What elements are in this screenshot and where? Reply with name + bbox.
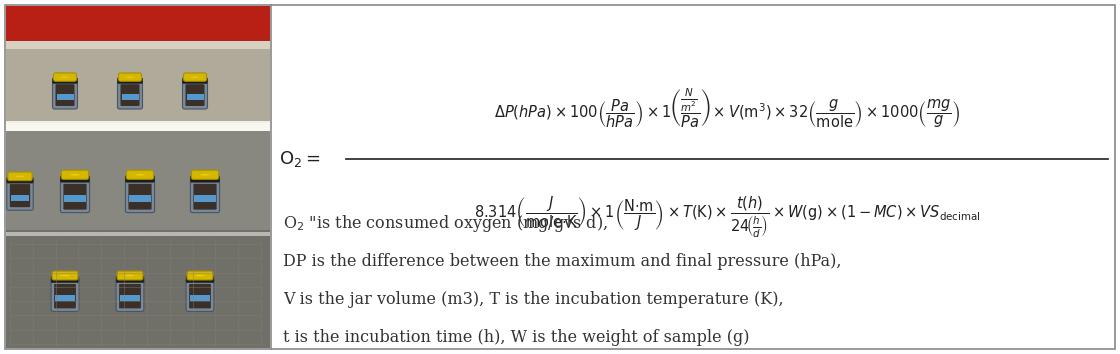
FancyBboxPatch shape [186, 84, 205, 106]
Bar [6, 232, 270, 236]
FancyBboxPatch shape [183, 80, 207, 109]
Bar [55, 295, 75, 301]
FancyBboxPatch shape [118, 78, 142, 84]
FancyBboxPatch shape [118, 271, 143, 280]
FancyBboxPatch shape [192, 170, 218, 179]
FancyBboxPatch shape [189, 284, 211, 308]
Ellipse shape [69, 174, 80, 176]
FancyBboxPatch shape [56, 84, 75, 106]
Bar [120, 295, 140, 301]
Bar [6, 49, 270, 124]
FancyBboxPatch shape [121, 84, 140, 106]
Bar [121, 95, 139, 100]
Text: DP is the difference between the maximum and final pressure (hPa),: DP is the difference between the maximum… [283, 253, 841, 270]
Bar [11, 195, 29, 200]
Text: O$_2$ "is the consumed oxygen (mg/gvs d),: O$_2$ "is the consumed oxygen (mg/gvs d)… [283, 213, 608, 234]
Bar [6, 6, 270, 44]
Bar [6, 231, 270, 236]
Text: $\mathrm{O_2}=$: $\mathrm{O_2}=$ [279, 149, 320, 169]
FancyBboxPatch shape [52, 276, 78, 282]
FancyBboxPatch shape [60, 176, 90, 182]
Bar [6, 6, 270, 348]
FancyBboxPatch shape [7, 177, 34, 183]
Bar [187, 95, 204, 100]
FancyBboxPatch shape [127, 170, 153, 179]
FancyBboxPatch shape [183, 78, 207, 84]
FancyBboxPatch shape [119, 73, 141, 81]
FancyBboxPatch shape [10, 184, 30, 207]
Text: V is the jar volume (m3), T is the incubation temperature (K),: V is the jar volume (m3), T is the incub… [283, 291, 784, 308]
FancyBboxPatch shape [116, 276, 143, 282]
FancyBboxPatch shape [125, 178, 155, 213]
Ellipse shape [16, 176, 25, 177]
Bar [195, 195, 215, 202]
FancyBboxPatch shape [187, 271, 213, 280]
FancyBboxPatch shape [186, 276, 214, 282]
Ellipse shape [195, 275, 205, 276]
FancyBboxPatch shape [54, 284, 76, 308]
Text: t is the incubation time (h), W is the weight of sample (g): t is the incubation time (h), W is the w… [283, 330, 749, 347]
FancyBboxPatch shape [129, 184, 151, 210]
Bar [130, 195, 150, 202]
Bar [190, 295, 209, 301]
FancyBboxPatch shape [190, 176, 220, 182]
FancyBboxPatch shape [184, 73, 206, 81]
Bar [65, 195, 85, 202]
Ellipse shape [200, 174, 211, 176]
FancyBboxPatch shape [186, 279, 214, 312]
FancyBboxPatch shape [194, 184, 216, 210]
Bar [6, 123, 270, 131]
FancyBboxPatch shape [7, 179, 34, 210]
FancyBboxPatch shape [54, 73, 76, 81]
FancyBboxPatch shape [125, 176, 155, 182]
Text: $8.314\left(\dfrac{J}{\mathrm{mole{\cdot}K}}\right) \times 1\left(\dfrac{\mathrm: $8.314\left(\dfrac{J}{\mathrm{mole{\cdot… [474, 195, 980, 240]
Bar [6, 126, 270, 234]
FancyBboxPatch shape [118, 80, 142, 109]
Bar [56, 95, 74, 100]
FancyBboxPatch shape [64, 184, 86, 210]
Ellipse shape [60, 275, 69, 276]
FancyBboxPatch shape [119, 284, 141, 308]
Ellipse shape [60, 76, 69, 78]
Ellipse shape [136, 174, 144, 176]
Bar [6, 121, 270, 126]
Ellipse shape [125, 76, 134, 78]
Bar [6, 41, 270, 49]
FancyBboxPatch shape [53, 78, 77, 84]
Ellipse shape [125, 275, 134, 276]
Bar [6, 230, 270, 348]
FancyBboxPatch shape [116, 279, 143, 312]
FancyBboxPatch shape [53, 271, 78, 280]
FancyBboxPatch shape [52, 279, 78, 312]
FancyBboxPatch shape [8, 172, 32, 181]
FancyBboxPatch shape [60, 178, 90, 213]
Text: $\Delta P(hPa) \times 100\left(\dfrac{Pa}{hPa}\right) \times 1\left(\dfrac{\frac: $\Delta P(hPa) \times 100\left(\dfrac{Pa… [494, 86, 960, 130]
FancyBboxPatch shape [62, 170, 88, 179]
FancyBboxPatch shape [53, 80, 77, 109]
FancyBboxPatch shape [190, 178, 220, 213]
Ellipse shape [190, 76, 199, 78]
